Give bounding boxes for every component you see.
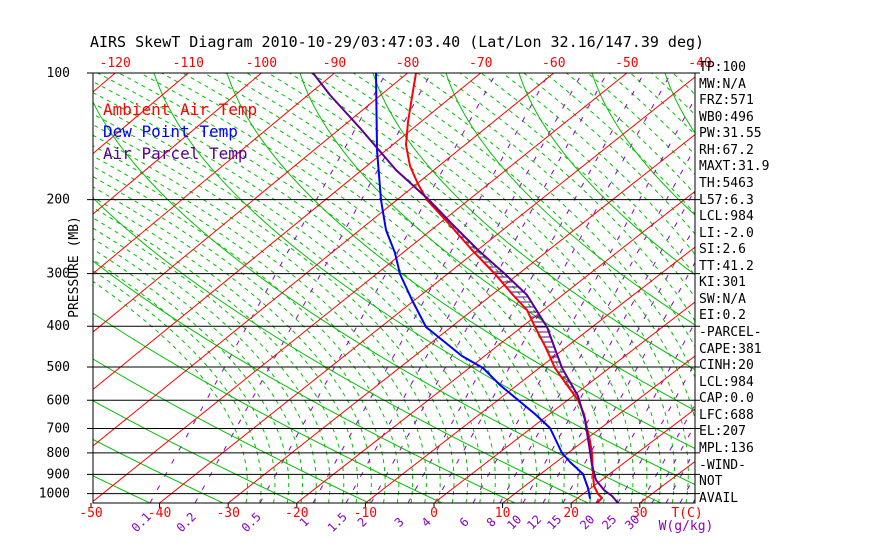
parcel-temp-curve <box>312 73 619 503</box>
top-temp-axis-label: -80 <box>396 56 419 71</box>
bottom-temp-axis-label: 10 <box>495 506 511 521</box>
pressure-axis-label: 1000 <box>39 487 70 502</box>
stat-line: RH:67.2 <box>699 142 754 158</box>
stat-line: LCL:984 <box>699 209 754 225</box>
pressure-axis-label: 700 <box>47 421 70 436</box>
isotherm-lines <box>93 73 695 503</box>
stat-line: MPL:136 <box>699 440 754 456</box>
stat-line: SW:N/A <box>699 291 746 307</box>
bottom-temp-axis-label: -20 <box>285 506 308 521</box>
legend-air-parcel-temp: Air Parcel Temp <box>103 144 248 163</box>
mixing-ratio-lines <box>149 73 695 503</box>
legend-dew-point-temp: Dew Point Temp <box>103 122 238 141</box>
bottom-axis-ticks <box>90 503 641 508</box>
stat-line: MAXT:31.9 <box>699 159 770 175</box>
stat-line: L57:6.3 <box>699 192 754 208</box>
bottom-temp-axis-label: -10 <box>354 506 377 521</box>
top-temp-axis-label: -60 <box>542 56 565 71</box>
stat-line: TP:100 <box>699 60 746 75</box>
stat-line: PW:31.55 <box>699 126 762 142</box>
diagram-title: AIRS SkewT Diagram 2010-10-29/03:47:03.4… <box>89 33 705 51</box>
stat-line: TT:41.2 <box>699 258 754 274</box>
pressure-axis-title: PRESSURE (MB) <box>67 216 82 318</box>
pressure-axis-label: 100 <box>47 66 70 81</box>
stat-line: CAPE:381 <box>699 341 762 357</box>
dew-point-curve <box>375 73 591 499</box>
mixing-ratio-label: 25 <box>599 512 619 532</box>
top-temp-axis-label: -110 <box>173 56 204 71</box>
bottom-temp-axis-label: 30 <box>632 506 648 521</box>
pressure-axis-label: 300 <box>47 267 70 282</box>
stat-line: -WIND- <box>699 457 746 473</box>
sounding-stats-column: TP:100 MW:N/A FRZ:571 WB0:496 PW:31.55 RH:67.… <box>699 60 769 507</box>
pressure-axis-label: 500 <box>47 360 70 375</box>
temp-unit-label: T(C) <box>671 506 702 521</box>
mixing-unit-label: W(g/kg) <box>659 519 714 534</box>
stat-line: AVAIL <box>699 490 739 506</box>
stat-line: NOT <box>699 474 723 490</box>
parcel-temp-curve-group <box>312 73 619 503</box>
mixing-ratio-label: 0.2 <box>174 510 199 535</box>
legend-ambient-air-temp: Ambient Air Temp <box>103 100 258 119</box>
top-temp-axis-label: -50 <box>615 56 638 71</box>
stat-line: MW:N/A <box>699 76 746 92</box>
bottom-temp-axis-label: -50 <box>79 506 102 521</box>
pressure-axis-label: 200 <box>47 193 70 208</box>
top-temp-axis-label: -100 <box>246 56 277 71</box>
top-temp-axis-label: -90 <box>323 56 346 71</box>
stat-line: KI:301 <box>699 275 746 291</box>
stat-line: EL:207 <box>699 424 746 440</box>
stat-line: LI:-2.0 <box>699 225 754 241</box>
stat-line: CAP:0.0 <box>699 391 754 407</box>
mixing-ratio-label: 0.5 <box>239 510 264 535</box>
stat-line: EI:0.2 <box>699 308 746 324</box>
mixing-ratio-label: 1.5 <box>325 510 350 535</box>
stat-line: WB0:496 <box>699 109 754 125</box>
top-temp-axis-label: -70 <box>469 56 492 71</box>
pressure-axis-label: 800 <box>47 446 70 461</box>
stat-line: LFC:688 <box>699 407 754 423</box>
stat-line: SI:2.6 <box>699 242 746 258</box>
bottom-temp-axis-label: -40 <box>148 506 171 521</box>
pressure-axis-label: 900 <box>47 467 70 482</box>
bottom-temp-axis-label: 0 <box>430 506 438 521</box>
mixing-ratio-label: 6 <box>457 515 472 530</box>
mixing-ratio-label: 15 <box>544 512 564 532</box>
mixing-ratio-label: 3 <box>392 515 407 530</box>
mixing-ratio-label: 20 <box>577 512 597 532</box>
stat-line: -PARCEL- <box>699 325 762 340</box>
mixing-ratio-label: 12 <box>524 512 544 532</box>
pressure-axis-label: 400 <box>47 319 70 334</box>
bottom-temp-axis-label: -30 <box>216 506 239 521</box>
plot-border <box>92 72 696 504</box>
bottom-temp-axis-label: 20 <box>563 506 579 521</box>
dew-point-curve-group <box>375 73 591 499</box>
top-temp-axis-label: -120 <box>100 56 131 71</box>
pressure-axis-label: 600 <box>47 393 70 408</box>
top-temp-axis-label: -40 <box>688 56 711 71</box>
stat-line: LCL:984 <box>699 374 754 390</box>
stat-line: FRZ:571 <box>699 93 754 109</box>
plot-legend: Ambient Air Temp Dew Point Temp Air Parc… <box>103 99 257 165</box>
stat-line: CINH:20 <box>699 358 754 374</box>
stat-line: TH:5463 <box>699 175 754 191</box>
